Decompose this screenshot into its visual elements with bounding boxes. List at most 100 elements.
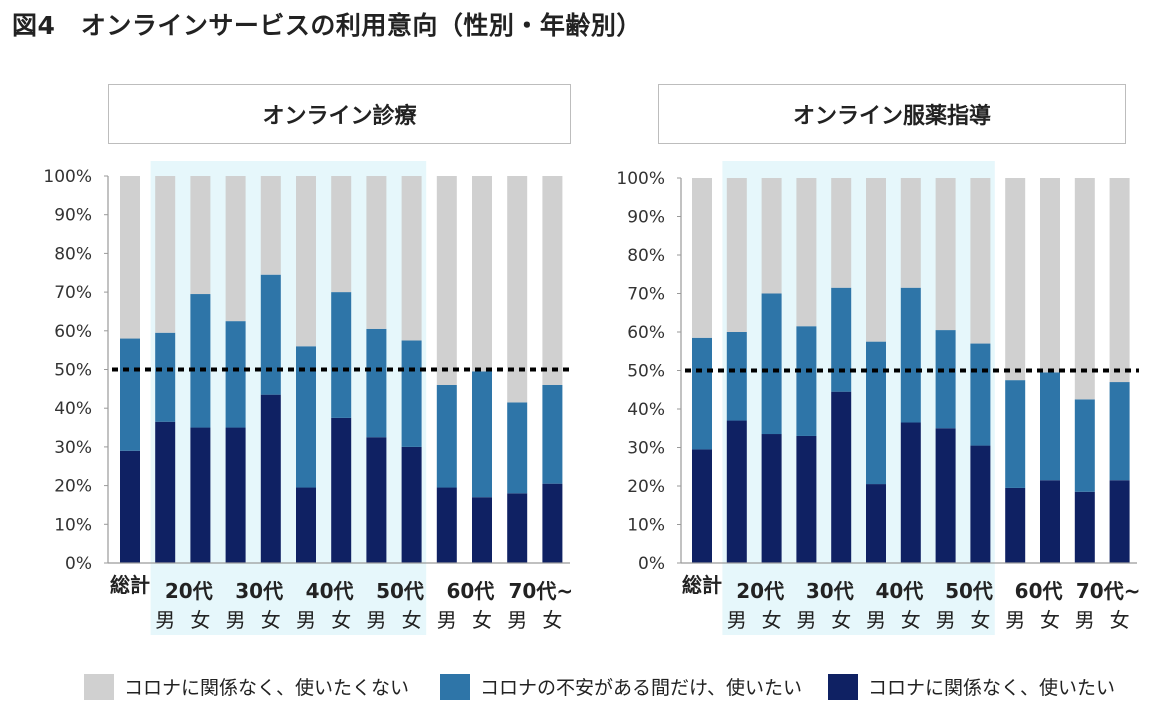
medication-x-sub-label: 女 (1110, 608, 1130, 632)
medication-bar-anxious (692, 337, 712, 450)
medication-y-tick-label: 30% (627, 439, 665, 459)
consult-x-sub-label: 男 (296, 608, 316, 632)
medication-x-sub-label: 女 (1040, 608, 1060, 632)
medication-bar-not-use (831, 178, 852, 288)
medication-y-tick-label: 80% (627, 246, 665, 266)
consult-bar-regardless (190, 427, 211, 563)
consult-x-sub-label: 女 (542, 608, 562, 632)
medication-bar-regardless (761, 434, 782, 563)
consult-bar-anxious (190, 294, 211, 428)
medication-bar-regardless (900, 422, 921, 563)
medication-bar-regardless (726, 420, 747, 563)
legend-swatch-regardless (828, 673, 858, 700)
medication-bar-anxious (796, 326, 817, 436)
consult-x-sub-label: 男 (366, 608, 386, 632)
consult-y-tick-label: 40% (54, 399, 92, 419)
medication-bar-not-use (692, 178, 712, 338)
medication-bar-regardless (935, 428, 956, 563)
medication-y-tick-label: 50% (627, 362, 665, 382)
consult-bar-not-use (436, 176, 457, 385)
medication-bar-anxious (831, 287, 852, 392)
medication-bar-not-use (1074, 178, 1095, 400)
consult-y-tick-label: 0% (65, 554, 92, 574)
medication-bar-regardless (831, 391, 852, 563)
consult-y-tick-label: 60% (54, 322, 92, 342)
medication-y-tick-label: 10% (627, 516, 665, 536)
consult-x-sub-label: 女 (190, 608, 210, 632)
medication-bar-not-use (1005, 178, 1026, 381)
consult-y-tick-label: 70% (54, 283, 92, 303)
consult-y-tick-label: 10% (54, 515, 92, 535)
consult-bar-regardless (260, 394, 281, 563)
consult-x-group-label: 60代 (446, 579, 494, 603)
consult-bar-not-use (401, 176, 422, 341)
medication-y-tick-label: 0% (638, 554, 665, 574)
consult-x-sub-label: 男 (226, 608, 246, 632)
legend-label-regardless: コロナに関係なく、使いたい (868, 677, 1116, 699)
medication-x-group-label: 70代~ (1076, 579, 1141, 603)
consult-y-tick-label: 20% (54, 477, 92, 497)
consult-bar-regardless (401, 446, 422, 563)
medication-bar-anxious (726, 332, 747, 421)
consult-bar-anxious (366, 328, 387, 438)
consult-bar-not-use (190, 176, 211, 295)
medication-x-sub-label: 男 (936, 608, 956, 632)
consult-bar-anxious (542, 384, 563, 484)
medication-x-sub-label: 男 (796, 608, 816, 632)
medication-y-tick-label: 20% (627, 477, 665, 497)
consult-x-sub-label: 女 (331, 608, 351, 632)
medication-x-group-label: 総計 (682, 573, 722, 597)
medication-bar-anxious (1040, 372, 1060, 481)
medication-bar-anxious (866, 341, 886, 485)
medication-x-group-label: 60代 (1015, 579, 1063, 603)
consult-x-sub-label: 女 (472, 608, 492, 632)
medication-x-group-label: 20代 (736, 579, 784, 603)
medication-bar-regardless (1005, 487, 1026, 563)
consult-x-group-label: 40代 (306, 579, 354, 603)
consult-x-sub-label: 女 (402, 608, 422, 632)
medication-bar-not-use (900, 178, 921, 288)
medication-x-sub-label: 男 (866, 608, 886, 632)
consult-bar-not-use (472, 176, 492, 372)
medication-x-sub-label: 男 (1005, 608, 1025, 632)
consult-bar-regardless (542, 483, 563, 563)
legend-item-anxious: コロナの不安がある間だけ、使いたい (440, 673, 802, 700)
medication-bar-anxious (935, 330, 956, 429)
consult-y-tick-label: 80% (54, 244, 92, 264)
consult-bar-regardless (507, 493, 528, 563)
consult-bar-not-use (260, 176, 281, 275)
legend-swatch-not-use (84, 673, 114, 700)
consult-bar-regardless (366, 437, 387, 563)
medication-bar-anxious (1005, 380, 1026, 488)
medication-bar-anxious (970, 343, 991, 446)
consult-bar-anxious (120, 338, 140, 451)
consult-bar-not-use (507, 176, 528, 403)
consult-bar-not-use (331, 176, 352, 293)
consult-bar-not-use (155, 176, 176, 333)
medication-y-tick-label: 70% (627, 285, 665, 305)
consult-bar-anxious (436, 384, 457, 488)
consult-y-tick-label: 30% (54, 438, 92, 458)
medication-y-tick-label: 90% (627, 208, 665, 228)
medication-y-tick-label: 100% (616, 169, 665, 189)
consult-bar-regardless (296, 487, 316, 563)
consult-bar-anxious (507, 402, 528, 494)
legend-item-not-use: コロナに関係なく、使いたくない (84, 673, 409, 700)
consult-bar-not-use (120, 176, 140, 339)
consult-bar-anxious (401, 340, 422, 447)
medication-bar-regardless (692, 449, 712, 563)
consult-x-group-label: 20代 (165, 579, 213, 603)
consult-bar-not-use (542, 176, 563, 385)
consult-y-tick-label: 90% (54, 206, 92, 226)
consult-bar-not-use (366, 176, 387, 329)
medication-bar-not-use (970, 178, 991, 344)
consult-bar-anxious (331, 292, 352, 418)
consult-bar-not-use (296, 176, 316, 347)
medication-bar-anxious (761, 293, 782, 435)
medication-bar-regardless (970, 445, 991, 563)
consult-bar-anxious (260, 274, 281, 395)
medication-bar-not-use (1040, 178, 1060, 373)
medication-bar-regardless (796, 435, 817, 563)
figure-title: 図4 オンラインサービスの利用意向（性別・年齢別） (12, 11, 642, 40)
